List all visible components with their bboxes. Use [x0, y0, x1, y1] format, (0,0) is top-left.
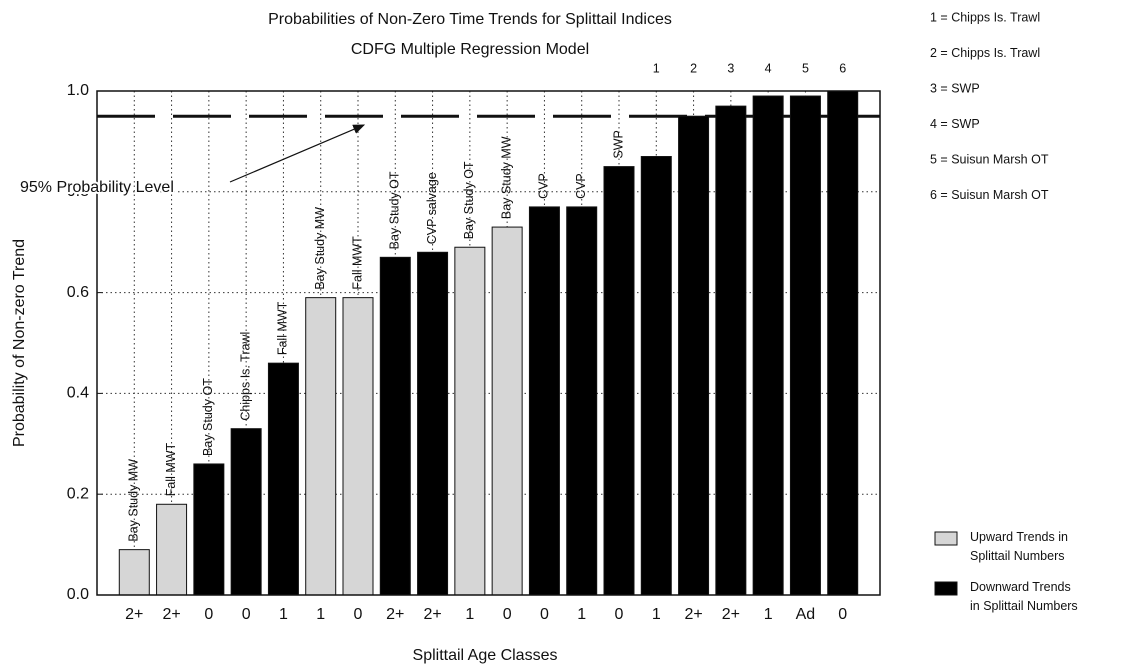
y-tick-label: 0.0 [67, 586, 89, 603]
y-tick-label: 0.2 [67, 485, 89, 502]
x-tick-label: 1 [465, 606, 474, 623]
bar-label: Bay Study OT [388, 171, 402, 249]
bar [827, 90, 859, 596]
x-tick-label: 0 [503, 606, 512, 623]
legend-swatch [934, 531, 958, 546]
bar-label: Fall MWT [164, 442, 178, 496]
bar [491, 226, 523, 596]
legend-swatch [934, 581, 958, 596]
x-tick-label: 1 [316, 606, 325, 623]
bar [156, 503, 188, 596]
y-tick-label: 0.6 [67, 284, 89, 301]
x-tick-label: 0 [242, 606, 251, 623]
y-tick-label: 0.8 [67, 183, 89, 200]
key-entry: 6 = Suisun Marsh OT [930, 188, 1049, 202]
bar-label: SWP [611, 130, 625, 158]
bar-label: Bay Study OT [201, 378, 215, 456]
x-tick-label: 0 [615, 606, 624, 623]
bar-label: CVP [574, 173, 588, 199]
bar-label: 1 [653, 61, 660, 75]
key-entry: 3 = SWP [930, 81, 980, 95]
reference-label: 95% Probability Level [20, 179, 174, 196]
x-tick-label: Ad [796, 606, 816, 623]
key-entry: 1 = Chipps Is. Trawl [930, 10, 1040, 24]
bar-label: 2 [690, 61, 697, 75]
key-entry: 5 = Suisun Marsh OT [930, 152, 1049, 166]
bar-label: Fall MWT [276, 301, 290, 355]
bar-label: CVP [537, 173, 551, 199]
y-tick-label: 1.0 [67, 82, 89, 99]
legend-label: Upward Trends in Splittail Numbers [970, 530, 1068, 563]
bar [379, 256, 411, 596]
bar [342, 297, 374, 596]
x-tick-label: 0 [838, 606, 847, 623]
bar-label: Bay Study OT [462, 161, 476, 239]
legend-label: Downward Trends in Splittail Numbers [970, 580, 1078, 613]
bar [193, 463, 225, 596]
bar [454, 246, 486, 596]
bar-label: Bay Study MW [499, 136, 513, 219]
bar [678, 115, 710, 596]
bar [305, 297, 337, 596]
bar-label: Chipps Is. Trawl [238, 332, 252, 421]
x-axis-label: Splittail Age Classes [413, 647, 558, 664]
x-tick-label: 1 [652, 606, 661, 623]
chart-subtitle: CDFG Multiple Regression Model [351, 41, 589, 58]
x-tick-label: 0 [354, 606, 363, 623]
bar [118, 549, 150, 596]
bar-label: 3 [727, 61, 734, 75]
y-axis-label: Probability of Non-zero Trend [11, 239, 28, 447]
key-entry: 4 = SWP [930, 117, 980, 131]
bar-label: 6 [839, 61, 846, 75]
x-tick-label: 2+ [423, 606, 441, 623]
key-entry: 2 = Chipps Is. Trawl [930, 46, 1040, 60]
bar [603, 166, 635, 596]
x-tick-label: 2+ [125, 606, 143, 623]
bar-label: 5 [802, 61, 809, 75]
bar-label: Bay Study MW [127, 459, 141, 542]
bar [789, 95, 821, 596]
x-tick-label: 2+ [162, 606, 180, 623]
x-tick-label: 2+ [386, 606, 404, 623]
bar [528, 206, 560, 596]
bar [417, 251, 449, 596]
y-tick-label: 0.4 [67, 385, 89, 402]
x-tick-label: 2+ [722, 606, 740, 623]
bar-label: CVP salvage [425, 172, 439, 244]
x-tick-label: 1 [764, 606, 773, 623]
bar-label: Bay Study MW [313, 207, 327, 290]
bar-label: 4 [765, 61, 772, 75]
plot-frame [96, 90, 881, 596]
x-tick-label: 1 [279, 606, 288, 623]
reference-arrow [229, 124, 366, 183]
x-tick-label: 0 [540, 606, 549, 623]
bar [715, 105, 747, 596]
bar [640, 156, 672, 596]
bar [230, 428, 262, 596]
chart-title: Probabilities of Non-Zero Time Trends fo… [268, 11, 672, 28]
bar-label: Fall MWT [350, 236, 364, 290]
x-tick-label: 1 [577, 606, 586, 623]
bar [267, 362, 299, 596]
bar [566, 206, 598, 596]
x-tick-label: 0 [204, 606, 213, 623]
x-tick-label: 2+ [684, 606, 702, 623]
bar [752, 95, 784, 596]
